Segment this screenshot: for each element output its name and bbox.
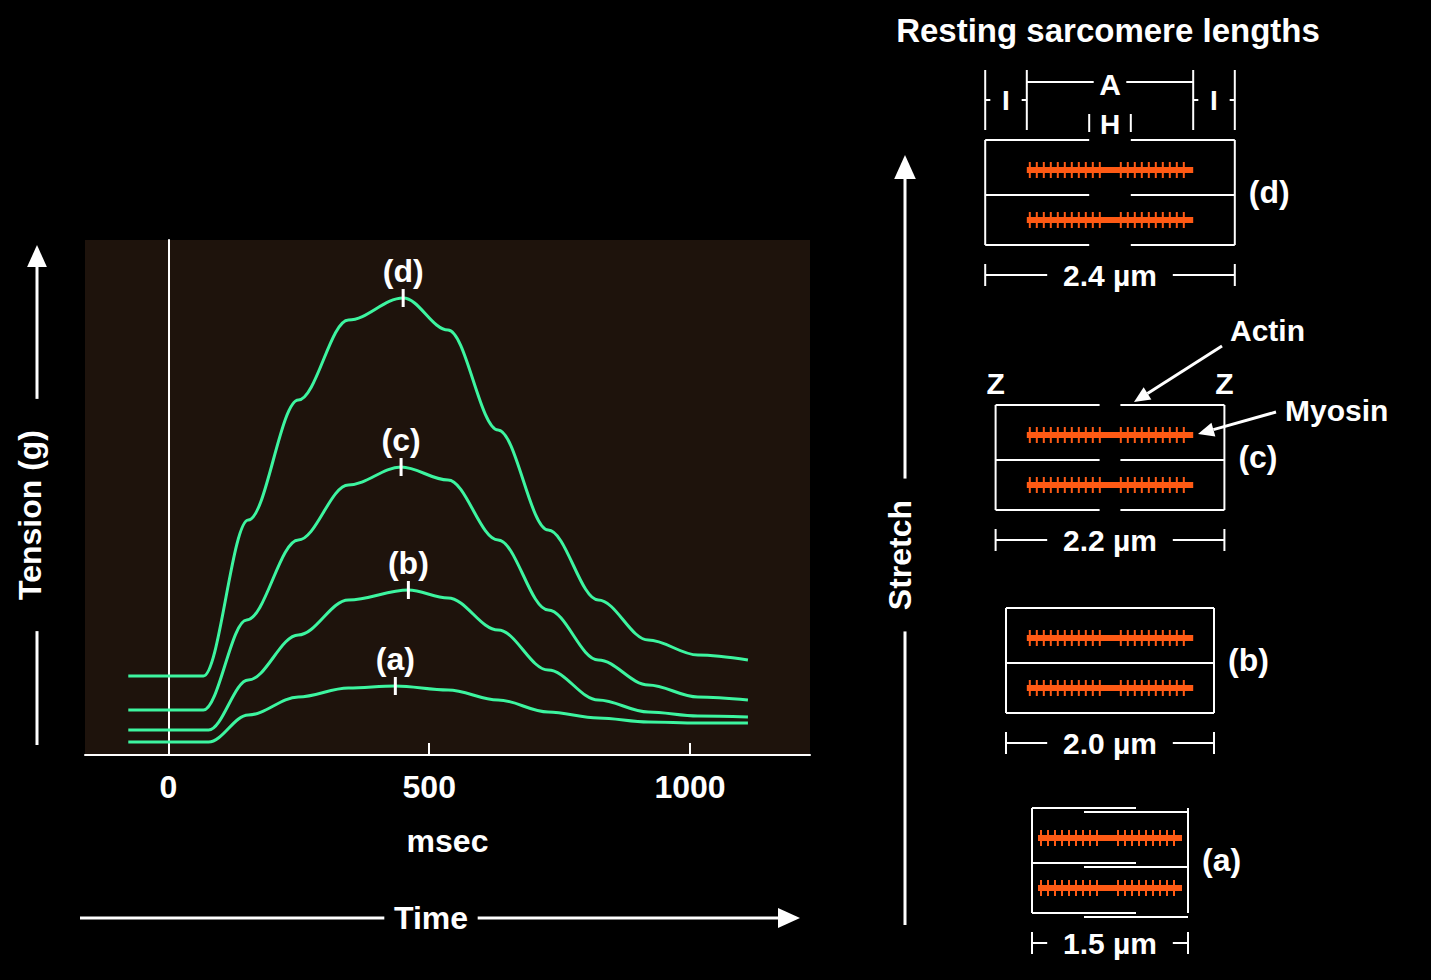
svg-text:1000: 1000 xyxy=(654,769,725,805)
svg-text:I: I xyxy=(1210,85,1218,116)
svg-text:Stretch: Stretch xyxy=(882,500,918,610)
svg-text:(c): (c) xyxy=(382,422,421,458)
svg-text:Z: Z xyxy=(1215,367,1233,400)
svg-text:2.4 µm: 2.4 µm xyxy=(1063,259,1157,292)
svg-text:Time: Time xyxy=(394,900,468,936)
svg-text:Tension (g): Tension (g) xyxy=(12,430,48,600)
svg-text:0: 0 xyxy=(160,769,178,805)
svg-text:500: 500 xyxy=(403,769,456,805)
svg-text:(a): (a) xyxy=(1202,842,1241,878)
svg-text:(b): (b) xyxy=(1228,642,1269,678)
svg-text:Resting sarcomere lengths: Resting sarcomere lengths xyxy=(896,12,1320,49)
svg-text:Actin: Actin xyxy=(1230,314,1305,347)
svg-text:(a): (a) xyxy=(376,641,415,677)
svg-text:I: I xyxy=(1002,85,1010,116)
svg-text:(c): (c) xyxy=(1238,439,1277,475)
svg-text:Z: Z xyxy=(986,367,1004,400)
svg-text:2.2 µm: 2.2 µm xyxy=(1063,524,1157,557)
svg-text:1.5 µm: 1.5 µm xyxy=(1063,927,1157,960)
svg-text:2.0 µm: 2.0 µm xyxy=(1063,727,1157,760)
svg-text:H: H xyxy=(1100,109,1120,140)
svg-text:(d): (d) xyxy=(383,253,424,289)
svg-text:msec: msec xyxy=(407,823,489,859)
svg-text:(b): (b) xyxy=(388,545,429,581)
svg-text:(d): (d) xyxy=(1249,174,1290,210)
svg-text:Myosin: Myosin xyxy=(1285,394,1388,427)
svg-text:A: A xyxy=(1099,68,1121,101)
